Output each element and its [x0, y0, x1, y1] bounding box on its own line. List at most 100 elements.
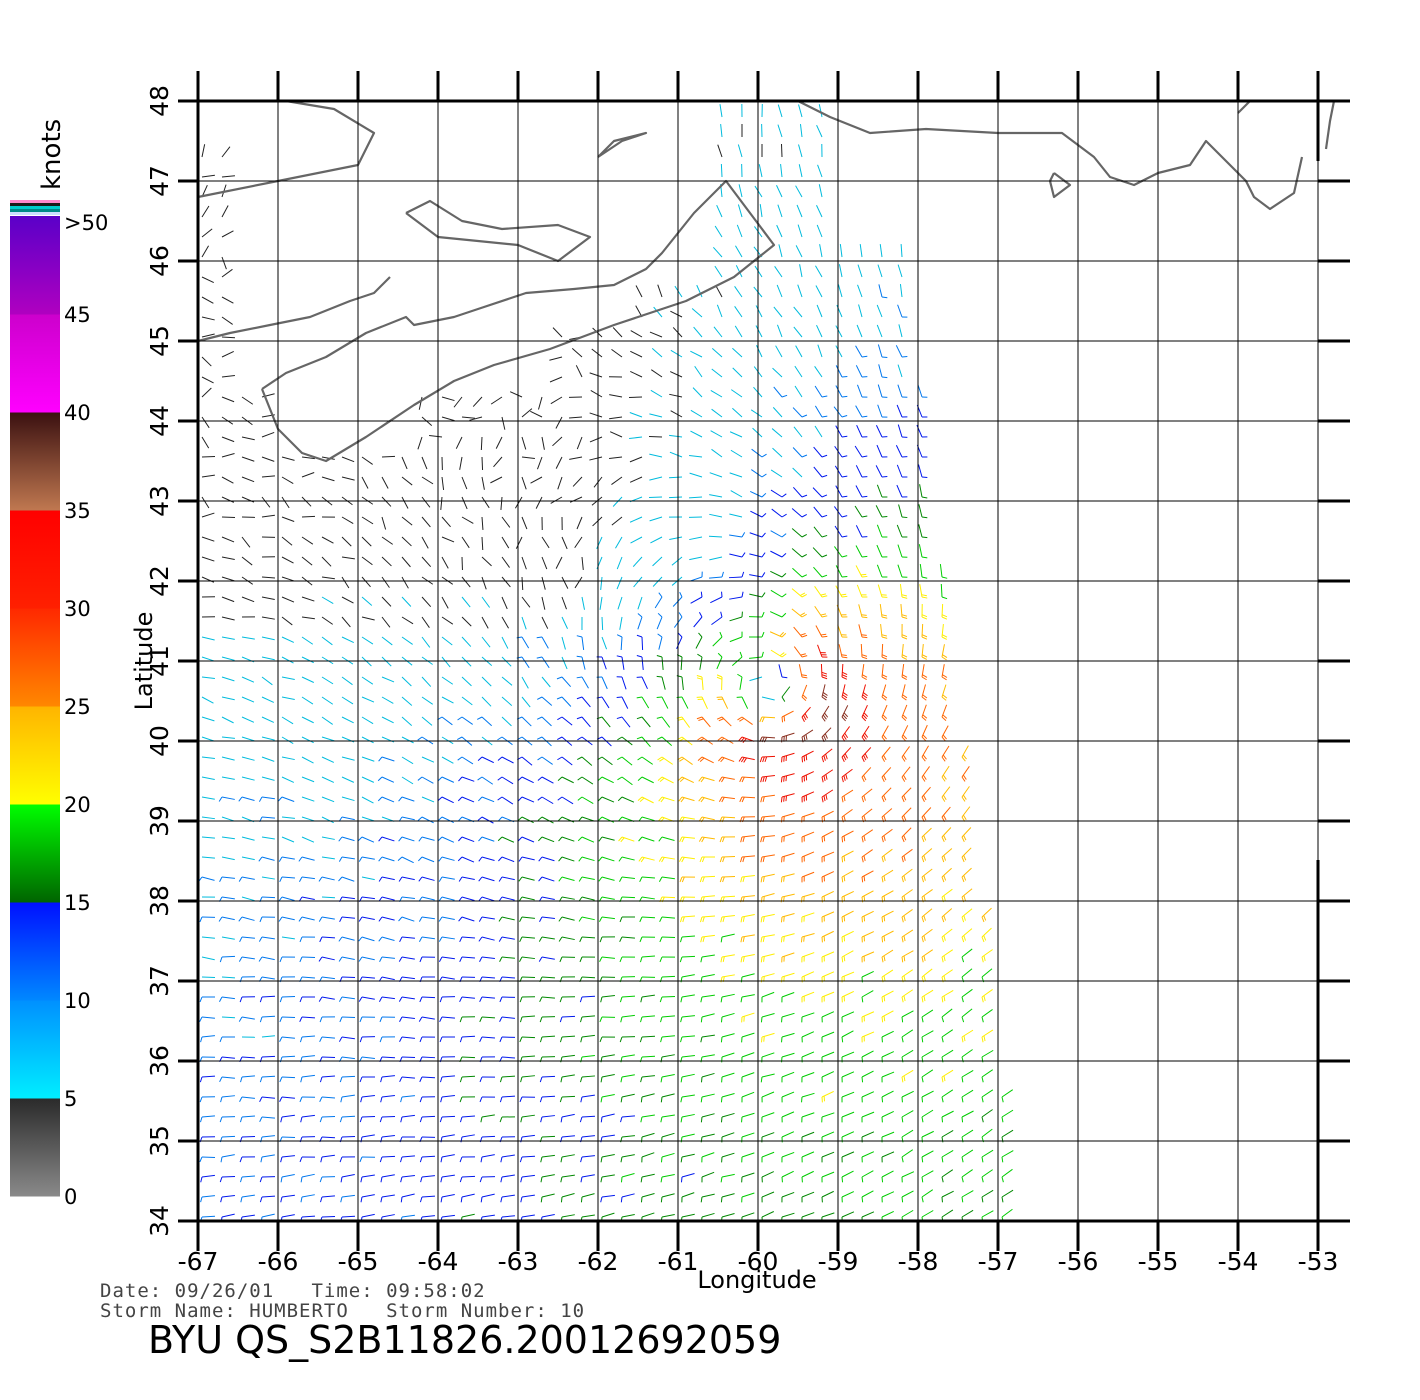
wind-barb-feather — [963, 915, 966, 921]
wind-barb — [401, 696, 413, 706]
wind-barb-feather — [536, 656, 543, 659]
wind-barb — [481, 976, 496, 979]
wind-barb — [581, 1054, 595, 1058]
wind-barb-feather — [861, 555, 868, 558]
wind-barb-feather — [239, 996, 243, 1003]
wind-barb — [581, 1075, 595, 1078]
wind-barb-feather — [497, 796, 503, 801]
wind-barb-feather — [881, 736, 886, 742]
wind-barb — [621, 856, 635, 861]
wind-barb-feather — [922, 754, 927, 760]
wind-barb — [421, 776, 434, 784]
wind-barb-feather — [298, 916, 303, 922]
wind-barb — [401, 476, 413, 486]
wind-barb-feather — [921, 1096, 924, 1103]
wind-barb — [741, 1112, 755, 1118]
wind-barb — [541, 1115, 555, 1118]
wind-barb-feather — [420, 1176, 423, 1183]
wind-barb-feather — [762, 756, 765, 763]
wind-barb-feather — [459, 1156, 463, 1163]
wind-barb — [693, 616, 703, 628]
wind-barb-feather — [459, 936, 463, 943]
wind-barb — [621, 1193, 635, 1198]
wind-barb-feather — [398, 916, 403, 922]
wind-barb-feather — [616, 716, 623, 720]
wind-barb — [361, 576, 371, 588]
wind-barb — [461, 1193, 475, 1198]
wind-barb-feather — [418, 916, 423, 922]
wind-barb-feather — [519, 916, 523, 922]
wind-barb-feather — [437, 836, 443, 842]
wind-barb — [501, 1154, 515, 1158]
wind-barb-feather — [921, 916, 925, 923]
lon-tick-label: -63 — [498, 1247, 539, 1276]
wind-barb — [691, 308, 703, 318]
wind-barb — [241, 456, 255, 462]
wind-barb-feather — [720, 1016, 723, 1023]
wind-barb — [401, 796, 415, 802]
wind-barb — [661, 656, 664, 670]
wind-barb-feather — [359, 1016, 363, 1023]
wind-barb-feather — [821, 494, 828, 498]
wind-barb — [441, 756, 454, 764]
wind-barb — [581, 816, 595, 822]
wind-barb — [795, 185, 803, 198]
wind-barb — [441, 916, 455, 921]
wind-barb-feather — [824, 733, 828, 739]
wind-barb — [581, 976, 596, 979]
wind-barb-feather — [298, 856, 303, 862]
wind-barb-feather — [825, 774, 828, 780]
wind-barb-feather — [740, 757, 745, 763]
wind-barb — [621, 1214, 635, 1218]
wind-barb — [668, 496, 683, 499]
wind-barb-feather — [783, 715, 786, 722]
wind-barb — [221, 453, 235, 458]
wind-barb-feather — [883, 955, 886, 962]
wind-barb — [301, 1035, 316, 1038]
wind-barb-feather — [536, 716, 543, 720]
wind-barb-feather — [299, 996, 303, 1003]
wind-barb-feather — [981, 1176, 984, 1183]
wind-barb-feather — [941, 756, 946, 762]
wind-barb-feather — [517, 796, 523, 802]
wind-barb — [555, 456, 563, 469]
wind-barb — [791, 528, 803, 538]
wind-barb-feather — [319, 1116, 323, 1123]
wind-barb — [541, 1075, 556, 1078]
wind-barb — [381, 1174, 395, 1178]
wind-barb — [421, 456, 428, 470]
wind-barb — [361, 476, 369, 489]
wind-barb — [381, 536, 393, 545]
wind-barb — [521, 1055, 536, 1058]
wind-barb — [441, 396, 455, 402]
wind-barb — [321, 576, 335, 580]
wind-barb-feather — [218, 916, 223, 922]
wind-barb — [481, 556, 492, 567]
wind-barb — [841, 1151, 855, 1158]
wind-barb — [541, 976, 556, 979]
wind-barb-feather — [742, 856, 745, 863]
wind-barb-feather — [537, 756, 543, 761]
wind-barb-feather — [439, 1076, 443, 1083]
wind-barb — [221, 336, 236, 339]
wind-barb — [441, 876, 455, 880]
wind-barb-feather — [659, 777, 665, 783]
wind-barb — [581, 1155, 595, 1158]
wind-barb-feather — [961, 756, 966, 762]
wind-barb-feather — [439, 1036, 443, 1043]
wind-barb — [501, 1056, 516, 1059]
wind-barb — [401, 816, 415, 821]
wind-barb-feather — [901, 756, 906, 762]
wind-barb-feather — [279, 1076, 283, 1083]
wind-barb-feather — [419, 1196, 423, 1203]
wind-barb — [701, 1113, 715, 1118]
wind-barb-feather — [883, 915, 886, 922]
wind-barb — [918, 524, 923, 538]
wind-barb-feather — [457, 716, 463, 721]
wind-barb — [798, 144, 803, 158]
wind-barb-feather — [861, 696, 867, 701]
wind-barb — [361, 896, 375, 900]
wind-barb — [981, 1128, 993, 1138]
wind-barb — [261, 896, 276, 899]
wind-barb-feather — [682, 916, 685, 923]
